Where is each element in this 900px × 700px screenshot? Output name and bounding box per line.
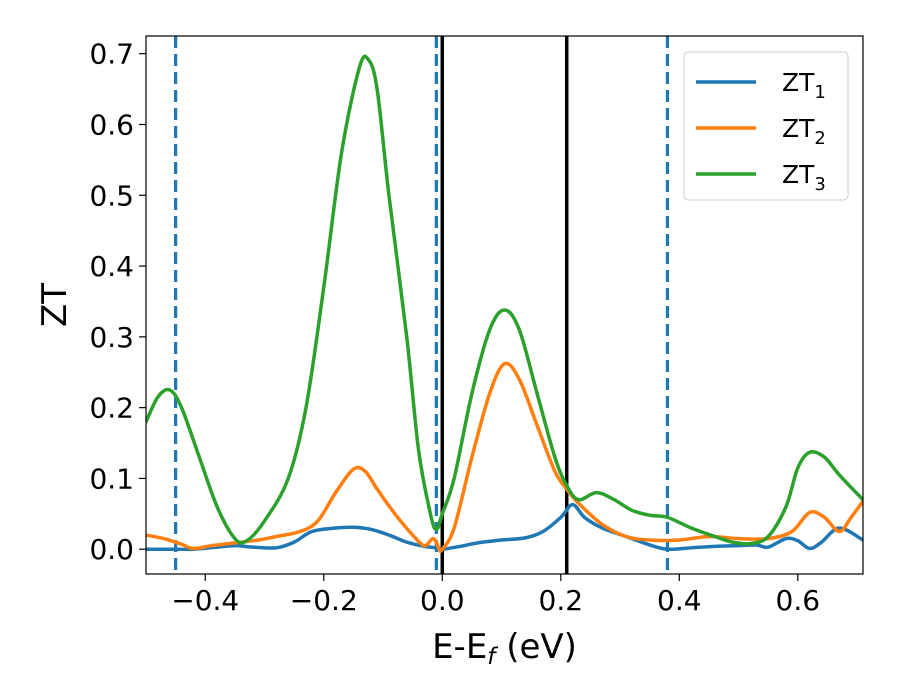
y-tick-label: 0.1 [89, 462, 134, 495]
legend: ZT1 ZT2 ZT3 [683, 51, 849, 201]
y-tick-label: 0.4 [89, 250, 134, 283]
legend-label-zt2: ZT2 [782, 114, 826, 149]
x-tick-label: 0.6 [776, 584, 821, 617]
y-tick-label: 0.6 [89, 108, 134, 141]
data-series [146, 54, 863, 553]
y-tick-label: 0.3 [89, 321, 134, 354]
y-tick-label: 0.0 [89, 533, 134, 566]
x-axis-ticks: −0.4 −0.2 0.0 0.2 0.4 0.6 [171, 574, 820, 617]
series-line-zt1 [146, 502, 863, 552]
legend-label-zt3: ZT3 [782, 160, 826, 195]
x-tick-label: −0.2 [290, 584, 358, 617]
x-axis-label-main: E-E [432, 627, 487, 667]
x-tick-label: 0.2 [539, 584, 584, 617]
y-axis-label: ZT [35, 283, 75, 327]
y-tick-label: 0.7 [89, 38, 134, 71]
x-axis-label-subscript: f [487, 644, 498, 670]
x-axis-label-unit: (eV) [495, 627, 577, 667]
x-tick-label: 0.0 [420, 584, 465, 617]
y-axis-ticks: 0.0 0.1 0.2 0.3 0.4 0.5 0.6 0.7 [89, 38, 146, 566]
x-axis-label: E-Ef (eV) [432, 627, 577, 670]
x-tick-label: 0.4 [657, 584, 702, 617]
series-line-zt2 [146, 361, 863, 553]
series-line-zt3 [146, 54, 863, 546]
legend-box [683, 51, 849, 201]
x-tick-label: −0.4 [171, 584, 239, 617]
y-tick-label: 0.2 [89, 392, 134, 425]
legend-label-zt1: ZT1 [782, 68, 826, 103]
y-tick-label: 0.5 [89, 179, 134, 212]
plot-frame [145, 35, 864, 575]
